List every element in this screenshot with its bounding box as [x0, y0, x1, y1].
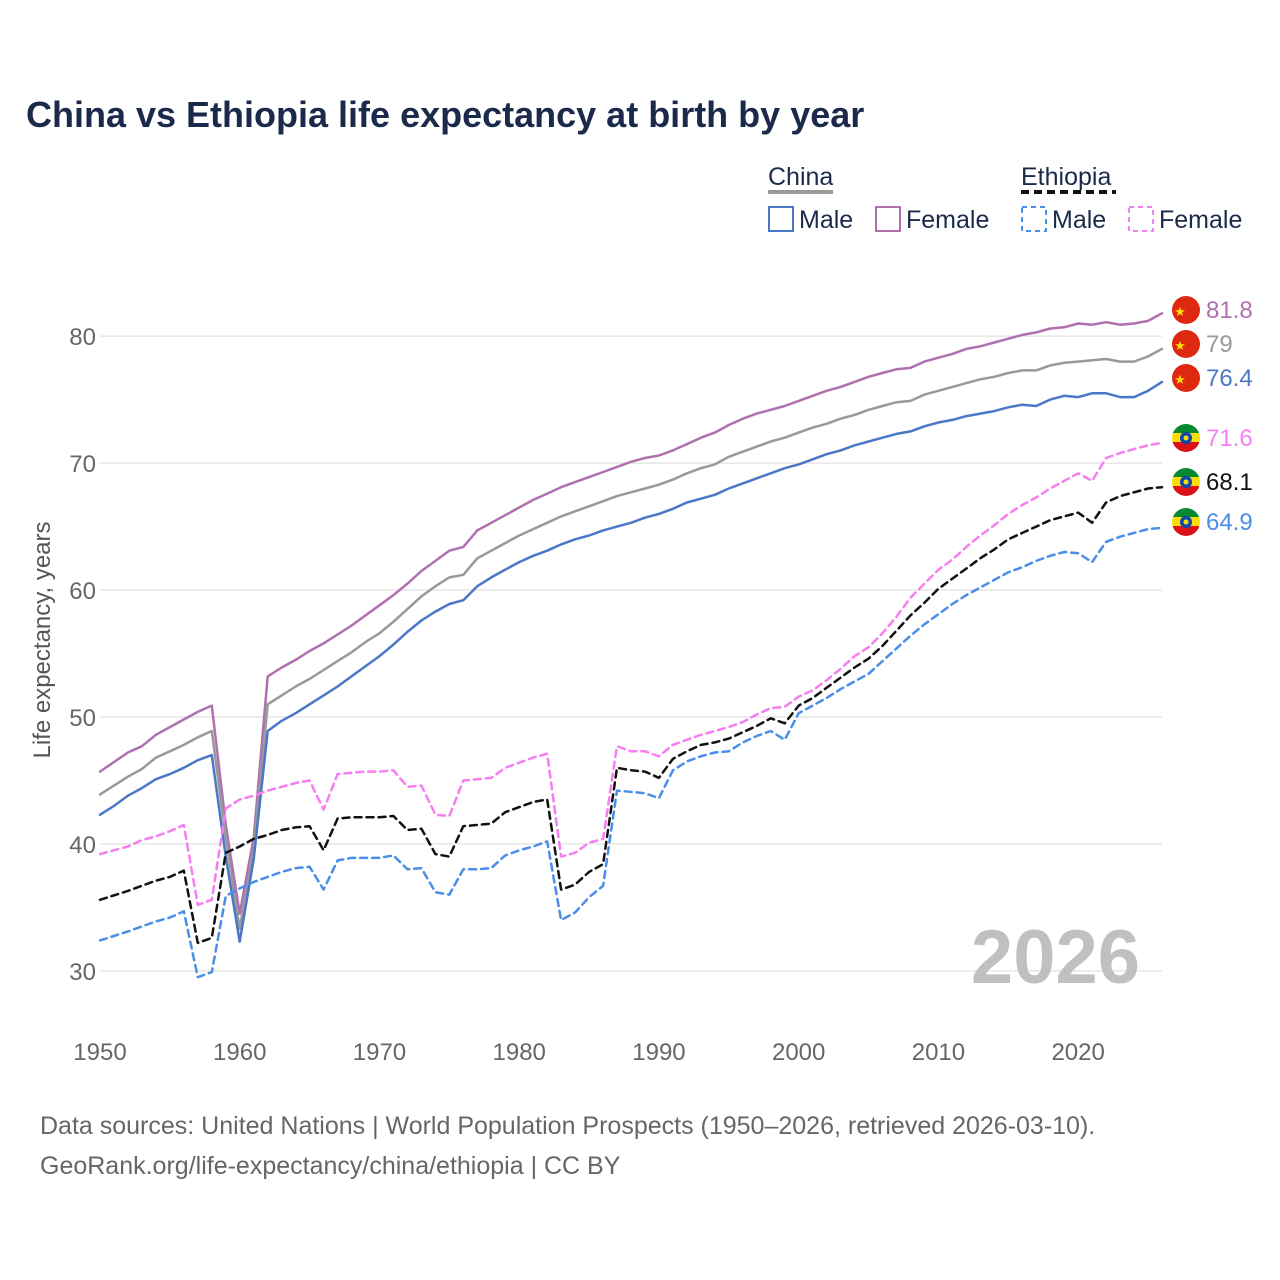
x-tick-label-1970: 1970 [353, 1039, 406, 1066]
y-tick-label-40: 40 [69, 832, 96, 859]
y-tick-label-30: 30 [69, 959, 96, 986]
end-label-china-female: 81.8 [1206, 297, 1253, 324]
legend-ethiopia-male-swatch [1021, 206, 1047, 232]
legend-china-female-label: Female [906, 206, 989, 234]
y-axis-label: Life expectancy, years [29, 521, 56, 758]
end-label-ethiopia-male: 64.9 [1206, 509, 1253, 536]
legend: China Male Female Ethiopia Male Female [768, 163, 1242, 234]
x-tick-label-1950: 1950 [73, 1039, 126, 1066]
source-line-2: GeoRank.org/life-expectancy/china/ethiop… [40, 1152, 621, 1180]
x-tick-label-2020: 2020 [1051, 1039, 1104, 1066]
x-tick-label-1960: 1960 [213, 1039, 266, 1066]
end-label-china-total: 79 [1206, 331, 1233, 358]
series-line-ethiopia-male [98, 526, 1164, 979]
legend-ethiopia-label: Ethiopia [1021, 163, 1111, 191]
ethiopia-flag-total [1172, 468, 1200, 496]
x-tick-label-2010: 2010 [912, 1039, 965, 1066]
y-tick-label-50: 50 [69, 705, 96, 732]
china-flag-total: ★ [1172, 330, 1200, 358]
legend-china-label: China [768, 163, 833, 191]
legend-ethiopia-male-label: Male [1052, 206, 1106, 234]
x-tick-label-2000: 2000 [772, 1039, 825, 1066]
chart-title: China vs Ethiopia life expectancy at bir… [26, 94, 865, 135]
legend-china-male-label: Male [799, 206, 853, 234]
y-tick-label-70: 70 [69, 451, 96, 478]
series-line-ethiopia-total [98, 485, 1164, 945]
legend-china-female-swatch [875, 206, 901, 232]
end-label-ethiopia-total: 68.1 [1206, 469, 1253, 496]
y-tick-label-80: 80 [69, 324, 96, 351]
series-lines [98, 312, 1164, 979]
end-label-china-male: 76.4 [1206, 365, 1253, 392]
legend-ethiopia-female-label: Female [1159, 206, 1242, 234]
svg-text:★: ★ [1174, 305, 1186, 320]
china-flag-male: ★ [1172, 364, 1200, 392]
source-note: Data sources: United Nations | World Pop… [40, 1106, 1095, 1186]
x-tick-label-1990: 1990 [632, 1039, 685, 1066]
x-axis-ticks: 1950 1960 1970 1980 1990 2000 2010 2020 [73, 1039, 1105, 1066]
year-watermark: 2026 [971, 915, 1140, 1000]
y-axis-ticks: 30 40 50 60 70 80 [69, 324, 96, 986]
series-line-china-female [98, 312, 1164, 916]
china-flag-female: ★ [1172, 296, 1200, 324]
series-line-ethiopia-female [98, 441, 1164, 907]
grid-lines [100, 335, 1162, 972]
ethiopia-flag-male [1172, 508, 1200, 536]
x-tick-label-1980: 1980 [493, 1039, 546, 1066]
svg-text:★: ★ [1174, 373, 1186, 388]
svg-text:★: ★ [1174, 339, 1186, 354]
legend-ethiopia-female-swatch [1128, 206, 1154, 232]
source-line-1: Data sources: United Nations | World Pop… [40, 1112, 1096, 1140]
legend-china-male-swatch [768, 206, 794, 232]
series-line-china-male [98, 380, 1164, 943]
ethiopia-flag-female [1172, 424, 1200, 452]
end-label-ethiopia-female: 71.6 [1206, 425, 1253, 452]
y-tick-label-60: 60 [69, 578, 96, 605]
series-line-china-total [98, 347, 1164, 931]
